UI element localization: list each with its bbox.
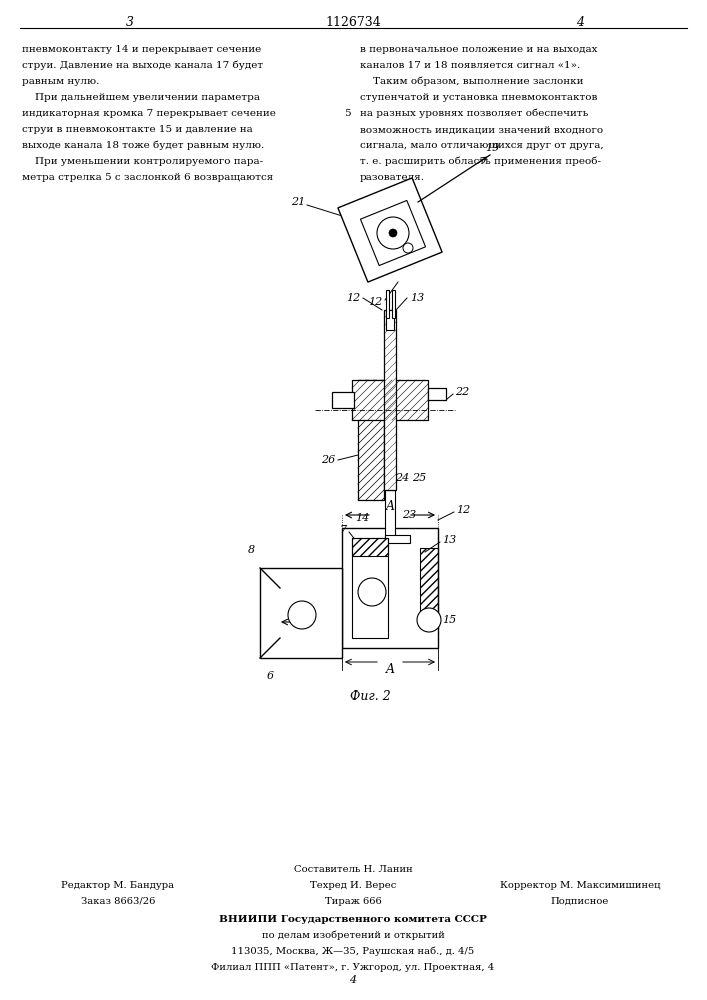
Bar (428, 388, 446, 400)
Circle shape (389, 229, 397, 237)
Text: по делам изобретений и открытий: по делам изобретений и открытий (262, 931, 445, 940)
Text: Корректор М. Максимишинец: Корректор М. Максимишинец (500, 881, 660, 890)
Text: 12: 12 (346, 293, 360, 303)
Text: 8: 8 (248, 545, 255, 555)
Text: сигнала, мало отличающихся друг от друга,: сигнала, мало отличающихся друг от друга… (360, 141, 604, 150)
Text: Таким образом, выполнение заслонки: Таким образом, выполнение заслонки (360, 77, 583, 87)
Text: 7: 7 (340, 525, 347, 535)
Text: возможность индикации значений входного: возможность индикации значений входного (360, 125, 603, 134)
Text: 24: 24 (395, 473, 409, 483)
Text: равным нулю.: равным нулю. (22, 77, 100, 86)
Bar (342, 528, 438, 648)
Text: 14: 14 (355, 513, 369, 523)
Text: Фиг. 2: Фиг. 2 (350, 690, 390, 703)
Text: 26: 26 (321, 455, 335, 465)
Text: Подписное: Подписное (551, 897, 609, 906)
Text: 19: 19 (485, 143, 499, 153)
Text: Техред И. Верес: Техред И. Верес (310, 881, 396, 890)
Text: Тираж 666: Тираж 666 (325, 897, 381, 906)
Text: разователя.: разователя. (360, 173, 425, 182)
Bar (386, 310, 394, 330)
Text: 113035, Москва, Ж—35, Раушская наб., д. 4/5: 113035, Москва, Ж—35, Раушская наб., д. … (231, 947, 474, 956)
Text: 12: 12 (456, 505, 470, 515)
Circle shape (288, 601, 316, 629)
Text: 13: 13 (410, 293, 424, 303)
Text: выходе канала 18 тоже будет равным нулю.: выходе канала 18 тоже будет равным нулю. (22, 141, 264, 150)
Text: в первоначальное положение и на выходах: в первоначальное положение и на выходах (360, 45, 597, 54)
Bar (332, 392, 354, 408)
Bar (385, 535, 410, 543)
Text: на разных уровнях позволяет обеспечить: на разных уровнях позволяет обеспечить (360, 109, 588, 118)
Bar (358, 380, 384, 500)
Text: При дальнейшем увеличении параметра: При дальнейшем увеличении параметра (22, 93, 260, 102)
Bar (385, 490, 395, 540)
Text: 21: 21 (291, 197, 305, 207)
Text: Составитель Н. Ланин: Составитель Н. Ланин (293, 865, 412, 874)
Text: каналов 17 и 18 появляется сигнал «1».: каналов 17 и 18 появляется сигнал «1». (360, 61, 580, 70)
Text: ступенчатой и установка пневмоконтактов: ступенчатой и установка пневмоконтактов (360, 93, 597, 102)
Text: 5: 5 (344, 109, 350, 118)
Text: A: A (385, 500, 395, 513)
Text: 1126734: 1126734 (325, 15, 381, 28)
Text: метра стрелка 5 с заслонкой 6 возвращаются: метра стрелка 5 с заслонкой 6 возвращают… (22, 173, 273, 182)
Text: т. е. расширить область применения преоб-: т. е. расширить область применения преоб… (360, 157, 601, 166)
Text: При уменьшении контролируемого пара-: При уменьшении контролируемого пара- (22, 157, 263, 166)
Text: 22: 22 (455, 387, 469, 397)
Polygon shape (361, 200, 426, 266)
Text: 3: 3 (126, 15, 134, 28)
Bar (260, 568, 342, 658)
Text: струи в пневмоконтакте 15 и давление на: струи в пневмоконтакте 15 и давление на (22, 125, 252, 134)
Bar (352, 538, 388, 556)
Bar (420, 548, 438, 628)
Text: 25: 25 (412, 473, 426, 483)
Text: ВНИИПИ Государственного комитета СССР: ВНИИПИ Государственного комитета СССР (219, 915, 487, 924)
Text: 12: 12 (368, 297, 382, 307)
Text: 15: 15 (442, 615, 456, 625)
Circle shape (417, 608, 441, 632)
Text: 23: 23 (402, 510, 416, 520)
Text: Филиал ППП «Патент», г. Ужгород, ул. Проектная, 4: Филиал ППП «Патент», г. Ужгород, ул. Про… (211, 963, 495, 972)
Bar (386, 290, 389, 318)
Text: Редактор М. Бандура: Редактор М. Бандура (62, 881, 175, 890)
Bar (384, 310, 396, 490)
Circle shape (358, 578, 386, 606)
Circle shape (377, 217, 409, 249)
Text: Заказ 8663/26: Заказ 8663/26 (81, 897, 156, 906)
Text: 6: 6 (267, 671, 274, 681)
Bar (352, 538, 388, 638)
Text: 13: 13 (442, 535, 456, 545)
Bar (392, 290, 395, 318)
Bar (352, 380, 428, 420)
Text: 4: 4 (349, 975, 356, 985)
Text: индикаторная кромка 7 перекрывает сечение: индикаторная кромка 7 перекрывает сечени… (22, 109, 276, 118)
Text: A: A (385, 663, 395, 676)
Text: 4: 4 (576, 15, 584, 28)
Polygon shape (338, 178, 442, 282)
Text: пневмоконтакту 14 и перекрывает сечение: пневмоконтакту 14 и перекрывает сечение (22, 45, 262, 54)
Text: струи. Давление на выходе канала 17 будет: струи. Давление на выходе канала 17 буде… (22, 61, 263, 70)
